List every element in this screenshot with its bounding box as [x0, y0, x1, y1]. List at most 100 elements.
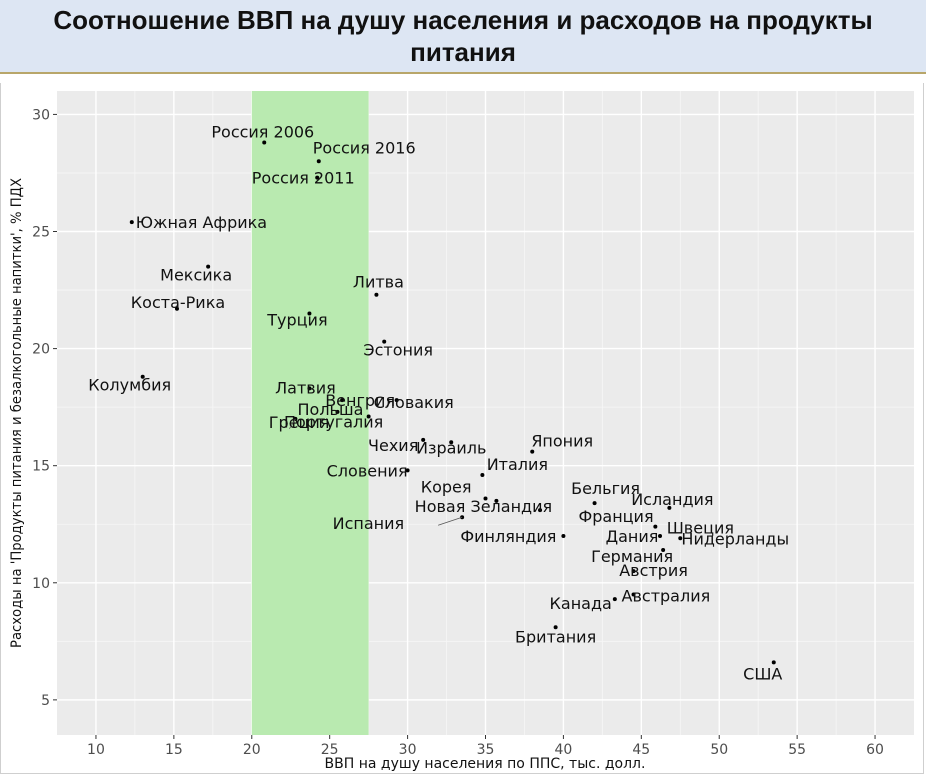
data-point [449, 440, 454, 445]
page-title: Соотношение ВВП на душу населения и расх… [53, 5, 873, 67]
data-label: Россия 2011 [252, 169, 355, 188]
data-label: Эстония [363, 341, 433, 360]
x-tick-label: 45 [632, 742, 650, 758]
data-label: Словакия [374, 393, 454, 412]
data-label: Канада [550, 594, 612, 613]
data-point [382, 339, 387, 344]
data-point [340, 398, 345, 403]
data-point [262, 140, 267, 145]
x-tick-label: 30 [399, 742, 417, 758]
data-point [667, 505, 672, 510]
data-point [129, 220, 134, 225]
data-label: Испания [333, 514, 405, 533]
data-label: Британия [515, 627, 596, 646]
y-axis-label: Расходы на 'Продукты питания и безалкого… [9, 178, 25, 648]
x-axis-label: ВВП на душу населения по ППС, тыс. долл. [325, 756, 646, 772]
x-tick-label: 10 [87, 742, 105, 758]
data-label: Бельгия [571, 479, 640, 498]
data-label: Франция [578, 507, 653, 526]
data-label: Южная Африка [136, 213, 267, 232]
data-label: Германия [591, 547, 673, 566]
data-point [494, 498, 499, 503]
data-point [405, 468, 410, 473]
data-point [530, 449, 535, 454]
data-label: Австралия [622, 586, 711, 605]
data-point [592, 501, 597, 506]
data-label: Швеция [667, 519, 734, 538]
label-leader-line [289, 418, 296, 430]
y-tick-label: 5 [41, 693, 50, 709]
x-tick-label: 20 [243, 742, 261, 758]
data-label: Италия [487, 455, 548, 474]
axis-ticks: 10 15 20 25 30 35 40 45 50 55 60 5 10 15 20 25 30 [32, 107, 884, 758]
data-point [483, 496, 488, 501]
data-point [335, 409, 340, 414]
data-label: Россия 2006 [211, 123, 314, 142]
data-point [653, 524, 658, 529]
label-leader-line [438, 516, 463, 526]
y-tick-label: 25 [32, 225, 50, 241]
data-label: Израиль [416, 438, 487, 457]
data-point [307, 311, 312, 316]
data-point [553, 625, 558, 630]
x-tick-label: 25 [321, 742, 339, 758]
data-label: Нидерланды [681, 529, 789, 548]
data-point [140, 374, 145, 379]
data-point [374, 292, 379, 297]
data-label: Португалия [284, 413, 383, 432]
data-point [631, 592, 636, 597]
data-point [394, 398, 399, 403]
data-point [678, 536, 683, 541]
x-tick-label: 40 [554, 742, 572, 758]
data-label: Мексика [160, 266, 232, 285]
data-point [612, 597, 617, 602]
x-tick-label: 50 [710, 742, 728, 758]
data-label: Словения [327, 461, 408, 480]
y-tick-label: 10 [32, 576, 50, 592]
data-label: Чехия [368, 436, 418, 455]
data-label: Греция [269, 413, 330, 432]
data-label: Латвия [275, 378, 336, 397]
data-point [366, 414, 371, 419]
data-point [307, 386, 312, 391]
data-label: Новая Зеландия [415, 497, 552, 516]
data-point [315, 175, 320, 180]
chart-frame [0, 83, 924, 774]
data-label: Дания [606, 527, 659, 546]
data-label: Австрия [619, 561, 688, 580]
data-point [661, 547, 666, 552]
data-point [316, 159, 321, 164]
data-label: Россия 2016 [313, 138, 416, 157]
data-label: Исландия [631, 490, 713, 509]
data-point [658, 533, 663, 538]
data-label: Корея [421, 477, 472, 496]
y-tick-label: 30 [32, 107, 50, 123]
data-point [538, 508, 543, 513]
header-divider [0, 72, 926, 74]
data-label: США [743, 664, 782, 683]
data-point [421, 437, 426, 442]
data-point [174, 306, 179, 311]
data-label: Колумбия [88, 376, 171, 395]
x-tick-label: 55 [788, 742, 806, 758]
y-tick-label: 20 [32, 342, 50, 358]
slide-header: Соотношение ВВП на душу населения и расх… [0, 0, 926, 72]
x-tick-label: 15 [165, 742, 183, 758]
y-tick-label: 15 [32, 459, 50, 475]
x-tick-label: 60 [866, 742, 884, 758]
data-label: Япония [531, 432, 593, 451]
data-label: Польша [298, 400, 364, 419]
data-points [129, 140, 776, 665]
data-label: Финляндия [460, 527, 556, 546]
data-point [771, 660, 776, 665]
data-label: Литва [353, 273, 404, 292]
x-tick-label: 35 [477, 742, 495, 758]
data-point [480, 473, 485, 478]
data-label: Венгрия [325, 391, 395, 410]
highlight-band [251, 91, 369, 735]
data-point [561, 533, 566, 538]
data-label: Турция [266, 310, 327, 329]
data-point [206, 264, 211, 269]
